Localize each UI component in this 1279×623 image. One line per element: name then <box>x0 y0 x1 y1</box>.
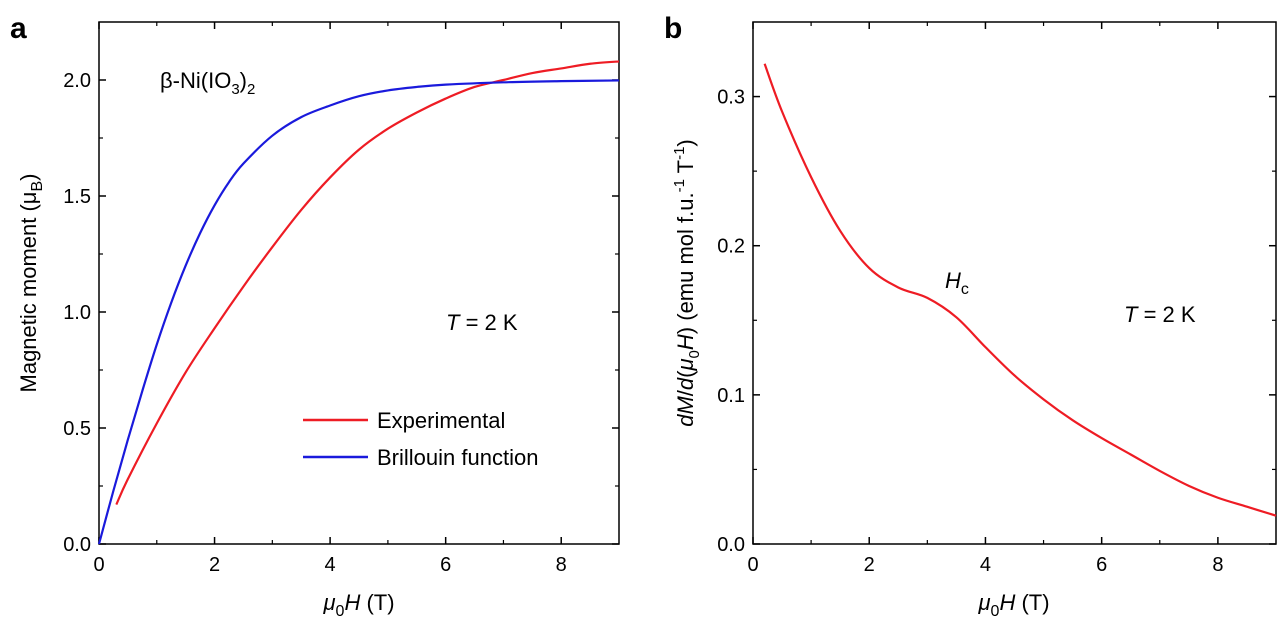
panel-b-x-tick-label: 0 <box>747 554 758 576</box>
panel-a-series <box>97 60 620 545</box>
panel-a-y-tick-label: 0.5 <box>63 418 91 440</box>
panel-a-plot-frame <box>98 21 620 545</box>
panel-b-x-tick-label: 2 <box>864 554 875 576</box>
panel-a-series-line-experimental <box>115 60 620 506</box>
panel-a-series-line-brillouin-function <box>97 79 620 545</box>
panel-b-ticks: 0 2 4 6 8 0.0 0.1 0.2 0.3 <box>717 22 1276 576</box>
panel-a-x-tick-label: 2 <box>209 554 220 576</box>
panel-b-temperature: T = 2 K <box>1124 302 1196 327</box>
panel-a-y-tick-label: 1.0 <box>63 302 91 324</box>
panel-b-y-tick-label: 0.2 <box>717 236 745 258</box>
panel-a-ticks: 0 2 4 6 8 0.0 0.5 1.0 1.5 2.0 <box>63 22 619 576</box>
panel-b-series <box>763 63 1277 517</box>
panel-a: a 0 2 4 6 8 0.0 0.5 1.0 1.5 2.0 β-Ni(IO3)2 T = 2 … <box>10 12 620 620</box>
panel-a-x-axis-label: μ0H (T) <box>322 590 394 620</box>
panel-b-y-axis-label: dM/d(μ0H) (emu mol f.u.-1 T-1) <box>671 139 703 427</box>
panel-a-label: a <box>10 12 27 45</box>
panel-b-y-tick-label: 0.0 <box>717 534 745 556</box>
panel-a-legend: Experimental Brillouin function <box>303 408 538 470</box>
panel-a-y-tick-label: 1.5 <box>63 186 91 208</box>
panel-b-x-tick-label: 8 <box>1212 554 1223 576</box>
panel-b: b 0 2 4 6 8 0.0 0.1 0.2 0.3 Hc T = 2 K μ0H (T) d… <box>664 12 1277 620</box>
legend-label-brillouin: Brillouin function <box>377 445 538 470</box>
panel-b-x-axis-label: μ0H (T) <box>977 590 1049 620</box>
panel-b-label: b <box>664 12 682 45</box>
panel-a-temperature: T = 2 K <box>446 310 518 335</box>
panel-a-x-tick-label: 6 <box>440 554 451 576</box>
panel-b-x-tick-label: 4 <box>980 554 991 576</box>
panel-a-y-axis-label: Magnetic moment (μB) <box>16 174 46 393</box>
legend-label-experimental: Experimental <box>377 408 505 433</box>
panel-a-x-tick-label: 8 <box>556 554 567 576</box>
panel-b-y-tick-label: 0.1 <box>717 385 745 407</box>
panel-a-formula: β-Ni(IO3)2 <box>160 68 255 98</box>
panel-a-y-tick-label: 2.0 <box>63 70 91 92</box>
panel-a-y-tick-label: 0.0 <box>63 534 91 556</box>
panel-b-hc-label: Hc <box>945 268 969 298</box>
panel-a-x-tick-label: 4 <box>325 554 336 576</box>
panel-b-x-tick-label: 6 <box>1096 554 1107 576</box>
panel-b-plot-frame <box>752 21 1277 545</box>
panel-b-y-tick-label: 0.3 <box>717 87 745 109</box>
panel-b-series-line-dmdh <box>763 63 1277 517</box>
panel-a-x-tick-label: 0 <box>93 554 104 576</box>
